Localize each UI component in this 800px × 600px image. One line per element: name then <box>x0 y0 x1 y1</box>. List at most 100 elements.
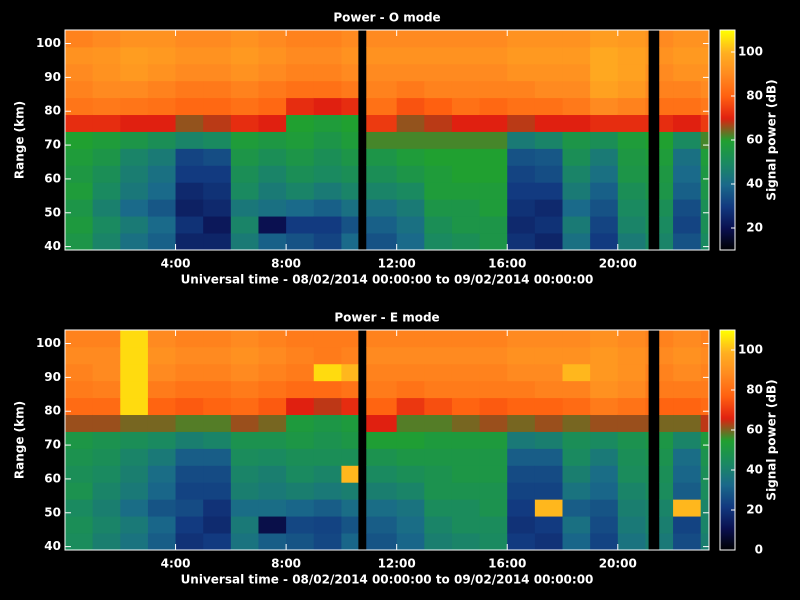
colorbar-step <box>720 414 735 417</box>
heat-cell <box>659 233 674 251</box>
heat-cell <box>366 380 398 399</box>
y-tick-label: 60 <box>44 471 61 485</box>
colorbar-step <box>720 386 735 389</box>
heat-cell <box>700 363 710 382</box>
heat-cell <box>120 346 149 365</box>
colorbar-step <box>720 508 735 511</box>
colorbar-tick-label: 80 <box>746 383 763 397</box>
heat-cell <box>534 216 563 234</box>
colorbar-step <box>720 348 735 351</box>
heat-cell <box>424 131 453 149</box>
heat-cell <box>659 46 674 65</box>
heat-cell <box>590 216 619 234</box>
heat-cell <box>673 182 702 200</box>
heat-cell <box>341 233 359 251</box>
colorbar-step <box>720 90 735 93</box>
heat-cell <box>230 97 259 116</box>
heat-cell <box>313 114 342 132</box>
colorbar-step <box>720 476 735 479</box>
heat-cell <box>396 346 425 365</box>
heat-cell <box>396 233 425 251</box>
heat-cell <box>590 46 619 65</box>
heat-cell <box>645 80 649 99</box>
colorbar-step <box>720 346 735 349</box>
heat-cell <box>451 465 480 483</box>
heat-cell <box>203 431 232 449</box>
colorbar-step <box>720 480 735 483</box>
heat-cell <box>230 182 259 200</box>
heat-cell <box>120 414 149 432</box>
colorbar-step <box>720 404 735 407</box>
colorbar-step <box>720 340 735 343</box>
colorbar-step <box>720 40 735 43</box>
colorbar-step <box>720 406 735 409</box>
heat-cell <box>366 148 398 166</box>
heat-cell <box>507 165 536 183</box>
colorbar-step <box>720 362 735 365</box>
y-tick-label: 40 <box>44 239 61 253</box>
heat-cell <box>175 482 204 500</box>
heat-cell <box>700 397 710 416</box>
colorbar-step <box>720 500 735 503</box>
colorbar-step <box>720 400 735 403</box>
colorbar-step <box>720 190 735 193</box>
colorbar-step <box>720 68 735 71</box>
heat-cell <box>617 30 646 48</box>
heat-cell <box>65 448 94 466</box>
heat-cell <box>507 516 536 534</box>
heat-cell <box>366 182 398 200</box>
heat-cell <box>65 199 94 217</box>
heat-cell <box>673 80 702 99</box>
heat-cell <box>147 533 176 551</box>
y-axis-label: Range (km) <box>13 401 27 479</box>
colorbar-step <box>720 132 735 135</box>
heat-cell <box>534 533 563 551</box>
heat-cell <box>286 114 315 132</box>
heat-cell <box>659 533 674 551</box>
heat-cell <box>341 165 359 183</box>
heat-cell <box>203 114 232 132</box>
heat-cell <box>659 414 674 432</box>
colorbar-step <box>720 140 735 143</box>
y-tick-label: 60 <box>44 171 61 185</box>
heat-cell <box>286 499 315 517</box>
colorbar-step <box>720 396 735 399</box>
heat-cell <box>366 330 398 348</box>
heat-cell <box>534 380 563 399</box>
heat-cell <box>230 533 259 551</box>
heat-cell <box>534 148 563 166</box>
heat-cell <box>313 97 342 116</box>
colorbar-step <box>720 98 735 101</box>
heat-cell <box>396 216 425 234</box>
heat-cell <box>92 46 121 65</box>
colorbar-step <box>720 100 735 103</box>
heat-cell <box>341 346 359 365</box>
heat-cell <box>341 465 359 483</box>
colorbar-step <box>720 150 735 153</box>
colorbar-tick-label: 60 <box>746 133 763 147</box>
heat-cell <box>366 131 398 149</box>
heat-cell <box>700 380 710 399</box>
heat-cell <box>673 397 702 416</box>
heat-cell <box>258 114 287 132</box>
colorbar-step <box>720 496 735 499</box>
heat-cell <box>313 199 342 217</box>
colorbar-step <box>720 94 735 97</box>
heat-cell <box>562 30 591 48</box>
heat-cell <box>341 131 359 149</box>
heat-cell <box>230 330 259 348</box>
colorbar-step <box>720 436 735 439</box>
heat-cell <box>479 233 508 251</box>
heat-cell <box>590 131 619 149</box>
colorbar-step <box>720 246 735 249</box>
heat-cell <box>562 346 591 365</box>
heat-cell <box>313 533 342 551</box>
colorbar-tick-label: 100 <box>738 343 763 357</box>
colorbar-step <box>720 536 735 539</box>
heat-cell <box>341 397 359 416</box>
heat-cell <box>65 114 94 132</box>
colorbar-step <box>720 484 735 487</box>
heat-cell <box>230 499 259 517</box>
heat-cell <box>258 216 287 234</box>
heat-cell <box>396 46 425 65</box>
